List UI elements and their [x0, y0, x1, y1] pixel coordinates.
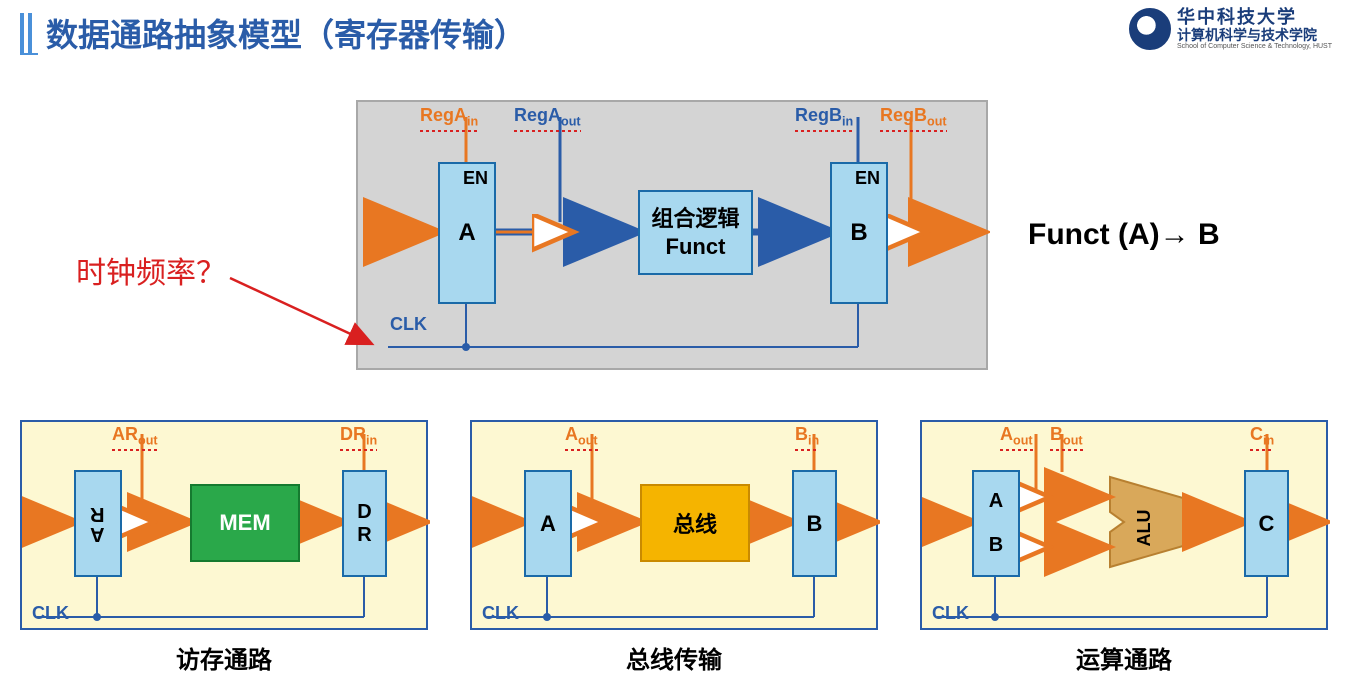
sig-regb-in: RegBin	[795, 105, 853, 129]
sub1-sig-l: ARout	[112, 424, 158, 448]
funct-line2: Funct	[666, 233, 726, 261]
register-a: EN A	[438, 162, 496, 304]
logo-text: 华中科技大学 计算机科学与技术学院 School of Computer Sci…	[1177, 8, 1332, 51]
sub3-sig-r: Cin	[1250, 424, 1274, 448]
sub1-reg-ar: AR	[74, 470, 122, 577]
sub3-sig-b: Bout	[1050, 424, 1083, 448]
sub1-reg-dr: DR	[342, 470, 387, 577]
sig-rega-in: RegAin	[420, 105, 478, 129]
main-clk-label: CLK	[390, 314, 427, 335]
sub1-mem: MEM	[190, 484, 300, 562]
logo-swirl-icon	[1129, 8, 1171, 50]
register-b: EN B	[830, 162, 888, 304]
clock-question: 时钟频率？	[76, 248, 226, 292]
slide-title-bar: 数据通路抽象模型（寄存器传输）	[20, 10, 526, 56]
sub3-sig-a: Aout	[1000, 424, 1033, 448]
logo-university: 华中科技大学	[1177, 8, 1332, 28]
sub2-caption: 总线传输	[470, 640, 878, 675]
sub3-clk: CLK	[932, 603, 969, 624]
sub3-reg-ab: AB	[972, 470, 1020, 577]
sub2-sig-l: Aout	[565, 424, 598, 448]
main-diagram: EN A 组合逻辑 Funct EN B CLK	[356, 100, 988, 370]
sub2-reg-a: A	[524, 470, 572, 577]
sub2-panel: A 总线 B CLK	[470, 420, 878, 630]
logo-en: School of Computer Science & Technology,…	[1177, 43, 1332, 51]
logo-college: 计算机科学与技术学院	[1177, 28, 1332, 43]
reg-b-label: B	[850, 219, 867, 247]
sub1-caption: 访存通路	[20, 640, 428, 675]
title-accent-icon	[20, 13, 38, 53]
funct-expression: Funct (A)→ B	[1028, 218, 1220, 252]
logo: 华中科技大学 计算机科学与技术学院 School of Computer Sci…	[1129, 8, 1332, 51]
reg-a-en: EN	[463, 168, 488, 189]
sub1-clk: CLK	[32, 603, 69, 624]
sub3-reg-c: C	[1244, 470, 1289, 577]
sub3-panel: ALU AB C CLK	[920, 420, 1328, 630]
sig-rega-out: RegAout	[514, 105, 581, 129]
svg-text:ALU: ALU	[1134, 510, 1154, 547]
sig-regb-out: RegBout	[880, 105, 947, 129]
sub2-clk: CLK	[482, 603, 519, 624]
sub1-sig-r: DRin	[340, 424, 377, 448]
sub2-reg-b: B	[792, 470, 837, 577]
sub3-caption: 运算通路	[920, 640, 1328, 675]
funct-line1: 组合逻辑	[651, 205, 739, 233]
slide-title: 数据通路抽象模型（寄存器传输）	[46, 10, 526, 56]
sub2-bus: 总线	[640, 484, 750, 562]
funct-box: 组合逻辑 Funct	[638, 190, 753, 275]
sub2-sig-r: Bin	[795, 424, 819, 448]
reg-a-label: A	[458, 219, 475, 247]
sub1-panel: AR MEM DR CLK	[20, 420, 428, 630]
reg-b-en: EN	[855, 168, 880, 189]
